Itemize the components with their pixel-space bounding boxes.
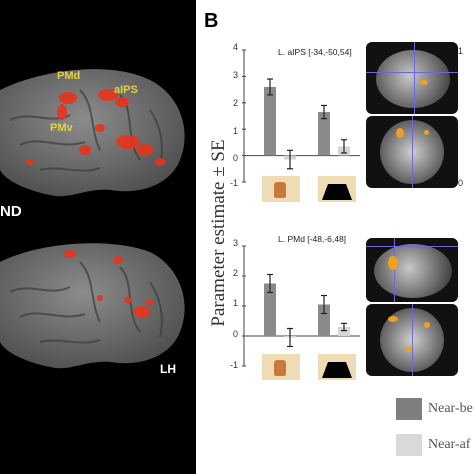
plot2-tick: 0 [232, 329, 238, 339]
plot2-dark-stimulus-icon [318, 354, 356, 380]
brain-render-top [0, 69, 185, 197]
plot1-tick: -1 [229, 178, 238, 188]
dark-bar [318, 304, 330, 336]
plot1-tick: 0 [232, 153, 238, 163]
plot2-tick: -1 [229, 360, 238, 370]
plot2-hand-stimulus-icon [262, 354, 300, 380]
right-axis-tick-middle: 0 [458, 178, 464, 188]
legend-swatch-dark [396, 398, 422, 420]
plot1-tick: 1 [232, 126, 238, 136]
mri-sagittal-aips [366, 42, 458, 114]
label-pmv: PMv [50, 122, 73, 134]
panel-a-brain-renderings: PMd aIPS PMv ND LH [0, 0, 196, 474]
brain-render-bottom [0, 243, 185, 369]
label-aips: aIPS [114, 84, 138, 96]
plot1-tick: 3 [232, 70, 238, 80]
mri-sagittal-pmd [366, 238, 458, 302]
label-lh: LH [160, 362, 176, 376]
dark-bar [318, 112, 330, 156]
plot2-tick: 2 [232, 268, 238, 278]
plot1-hand-stimulus-icon [262, 176, 300, 202]
panel-letter: B [204, 10, 219, 32]
dark-bar [264, 86, 276, 156]
plot1-title: L. aIPS [-34,-50,54] [278, 47, 352, 57]
plot2-chart [242, 245, 360, 367]
label-nd: ND [0, 203, 22, 220]
plot2-title: L. PMd [-48,-6,48] [278, 234, 347, 244]
right-axis-tick-top: 1 [458, 46, 464, 56]
plot2-tick: 3 [232, 238, 238, 248]
panel-b-bar-charts: B Parameter estimate ± SE L. aIPS [-34,-… [196, 0, 474, 474]
legend-label-light: Near-af [428, 437, 471, 452]
plot1-tick: 4 [232, 42, 238, 52]
legend-label-dark: Near-be [428, 401, 473, 416]
plot1-dark-stimulus-icon [318, 176, 356, 202]
mri-axial-pmd [366, 304, 458, 376]
plot1-tick: 2 [232, 98, 238, 108]
mri-axial-aips [366, 116, 458, 188]
plot1-chart [242, 49, 360, 183]
label-pmd: PMd [57, 70, 81, 82]
plot2-tick: 1 [232, 298, 238, 308]
dark-bar [264, 283, 276, 336]
light-bar [338, 327, 350, 336]
legend-swatch-light [396, 434, 422, 456]
